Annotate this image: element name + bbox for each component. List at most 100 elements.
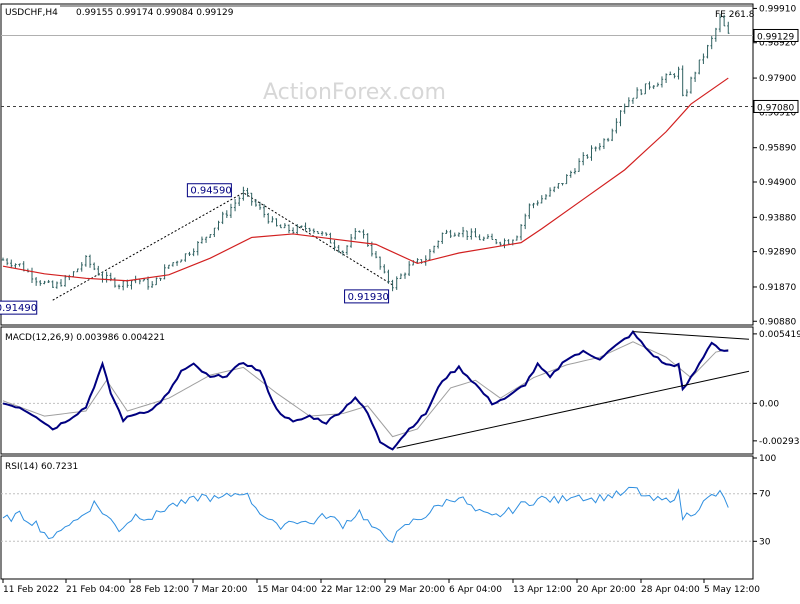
candle [635,87,639,99]
candle [524,213,527,230]
candle [171,262,175,267]
candle [47,279,50,283]
candle [204,236,208,243]
candle [88,254,92,268]
candle [34,277,38,286]
candle [718,13,722,33]
candle [627,97,631,108]
candle [225,210,228,218]
candle [403,272,407,279]
candle [159,277,162,281]
candle [606,137,610,142]
candle [693,71,697,82]
candle [55,281,59,289]
rsi-line [2,486,729,543]
candle [229,203,233,219]
candle [598,143,601,151]
candle [673,73,676,79]
candle [428,249,432,260]
candle [163,264,166,280]
candle [569,170,572,178]
candle [544,194,548,200]
macd-trendline-0 [396,370,750,449]
candle [677,66,680,80]
candle [238,196,241,207]
candle [167,264,170,269]
candle [59,279,63,287]
candle [296,224,299,235]
candle [631,97,635,104]
x-tick-label: 5 May 12:00 [704,585,760,595]
candle [519,224,523,241]
candle [383,264,386,274]
candle [602,138,606,150]
x-tick-label: 7 Mar 20:00 [193,585,248,595]
y-tick-label: -0.00293 [759,437,799,447]
current-price-box-rect [753,28,799,42]
x-tick-label: 11 Feb 2022 [3,585,59,595]
candle [258,201,262,210]
candle [113,277,117,288]
x-tick-label: 20 Apr 20:00 [577,585,636,595]
candle [573,168,577,175]
candle [209,234,212,238]
candle [117,284,121,290]
y-tick-label: 100 [759,454,776,464]
x-tick-label: 13 Apr 12:00 [513,585,572,595]
candle [221,211,224,225]
swing-label-box [344,289,390,304]
y-tick-label: 0.95890 [759,144,796,154]
candle [63,274,67,287]
fe-level-label: FE 261.8 [715,10,755,20]
candle [503,238,506,249]
swing-label-box [0,300,38,315]
swing-label-text: 0.91930 [348,292,389,303]
candle [681,65,684,97]
y-tick-label: 70 [759,490,771,500]
candle [490,233,494,241]
candle [217,220,220,231]
candle [623,103,626,114]
candle [714,27,718,42]
candle [536,200,539,206]
candle [640,89,643,96]
swing-label-2: 0.91930 [344,289,390,304]
candle [80,262,83,272]
candle [262,204,266,218]
candle [341,250,345,256]
candle [1,257,5,261]
rsi-title: RSI(14) 60.7231 [5,462,78,472]
candle [250,192,253,206]
candle [155,277,158,286]
candle [436,240,440,249]
candle [184,253,187,262]
candle [329,232,332,244]
swing-label-box [186,183,232,198]
level-price-box-rect [753,99,799,113]
candle [10,259,13,269]
candle [648,81,651,90]
candle [254,198,258,207]
candle [192,248,195,257]
candle [374,250,378,259]
y-tick-label: 0.94900 [759,178,796,188]
candle [196,241,199,256]
candle [685,89,689,97]
candle [727,21,730,34]
candle [432,245,436,254]
candle [387,269,390,284]
candle [97,265,100,276]
candle [291,227,295,234]
candle [43,280,46,285]
current-price-text: 0.99129 [757,32,794,42]
rsi-panel [0,455,754,580]
candle [470,228,473,240]
candle [358,230,361,233]
macd-trendline-1 [632,331,750,340]
candle [644,83,647,95]
macd-line [2,329,729,451]
y-tick-label: 0.91870 [759,283,796,293]
candle [486,234,490,239]
